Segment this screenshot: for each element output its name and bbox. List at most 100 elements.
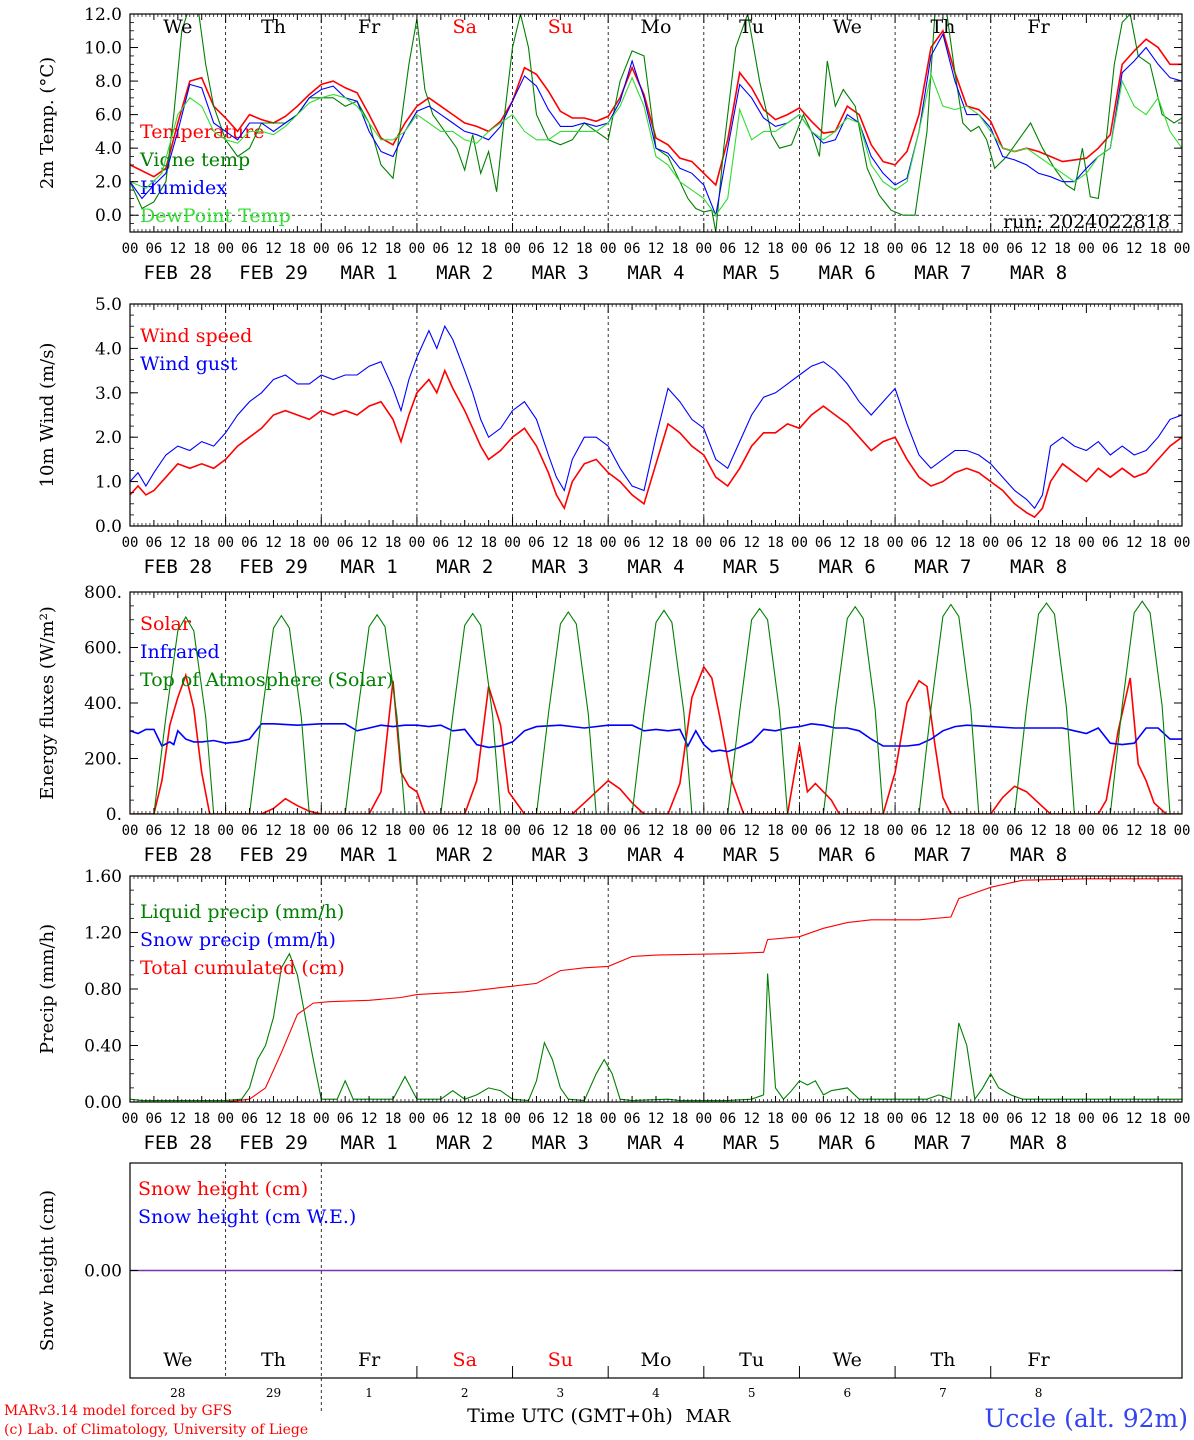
x-hour-label: 00 <box>887 823 904 839</box>
x-date-label: FEB 28 <box>143 262 212 284</box>
x-date-label: FEB 29 <box>239 556 308 578</box>
x-hour-label: 18 <box>958 241 975 257</box>
x-hour-label: 00 <box>791 241 808 257</box>
y-tick-label: 0.00 <box>84 1262 122 1282</box>
x-hour-label: 12 <box>1030 241 1047 257</box>
credit-lab: (c) Lab. of Climatology, University of L… <box>4 1422 308 1438</box>
x-hour-label: 18 <box>480 535 497 551</box>
x-hour-label: 06 <box>432 823 449 839</box>
x-date-label: MAR 6 <box>819 844 876 866</box>
x-hour-label: 06 <box>911 1111 928 1127</box>
x-hour-label: 06 <box>337 535 354 551</box>
x-hour-label: 18 <box>1054 823 1071 839</box>
weekday-label-top: Sa <box>453 16 477 38</box>
weekday-label-bottom: Tu <box>739 1349 764 1371</box>
x-date-label: MAR 1 <box>340 1132 397 1154</box>
x-hour-label: 18 <box>863 823 880 839</box>
x-hour-label: 18 <box>193 535 210 551</box>
x-hour-label: 00 <box>1174 823 1191 839</box>
day-number: 6 <box>843 1386 851 1400</box>
x-hour-label: 00 <box>600 823 617 839</box>
x-hour-label: 18 <box>385 241 402 257</box>
legend-top-of-atmosphere-solar-: Top of Atmosphere (Solar) <box>140 669 393 691</box>
weekday-label-bottom: Th <box>930 1349 955 1371</box>
x-hour-label: 18 <box>863 1111 880 1127</box>
x-hour-label: 12 <box>934 823 951 839</box>
x-hour-label: 18 <box>671 823 688 839</box>
x-hour-label: 00 <box>122 535 139 551</box>
x-hour-label: 12 <box>648 1111 665 1127</box>
y-tick-label: 1.0 <box>95 473 122 493</box>
x-hour-label: 00 <box>1078 535 1095 551</box>
x-hour-label: 00 <box>1078 823 1095 839</box>
x-hour-label: 12 <box>934 1111 951 1127</box>
x-hour-label: 06 <box>1006 241 1023 257</box>
day-number: 28 <box>170 1386 185 1400</box>
month-label: MAR <box>686 1406 731 1427</box>
day-number: 7 <box>939 1386 947 1400</box>
x-hour-label: 06 <box>528 823 545 839</box>
x-hour-label: 12 <box>1126 823 1143 839</box>
station-label: Uccle (alt. 92m) <box>984 1404 1188 1433</box>
x-hour-label: 00 <box>217 1111 234 1127</box>
legend-snow-height-cm-: Snow height (cm) <box>138 1178 308 1200</box>
plot-frame <box>129 303 1183 527</box>
y-tick-label: 0. <box>106 805 122 825</box>
x-date-label: MAR 7 <box>914 262 971 284</box>
x-hour-label: 06 <box>1102 535 1119 551</box>
series-line-humidex <box>130 32 1182 218</box>
x-hour-label: 06 <box>432 535 449 551</box>
y-axis-label: 10m Wind (m/s) <box>37 343 58 488</box>
x-hour-label: 18 <box>480 1111 497 1127</box>
x-hour-label: 00 <box>313 241 330 257</box>
weekday-label-top: We <box>833 16 862 38</box>
y-tick-label: 0.40 <box>84 1037 122 1057</box>
legend-wind-gust: Wind gust <box>140 353 238 375</box>
x-hour-label: 00 <box>217 535 234 551</box>
x-date-label: MAR 3 <box>532 262 589 284</box>
x-date-label: FEB 29 <box>239 844 308 866</box>
x-hour-label: 18 <box>958 1111 975 1127</box>
x-hour-label: 18 <box>385 535 402 551</box>
x-date-label: MAR 8 <box>1010 556 1067 578</box>
x-hour-label: 18 <box>289 823 306 839</box>
x-hour-label: 18 <box>671 1111 688 1127</box>
y-tick-label: 0.00 <box>84 1093 122 1113</box>
x-hour-label: 00 <box>408 535 425 551</box>
y-tick-label: 2.0 <box>95 428 122 448</box>
x-hour-label: 06 <box>624 823 641 839</box>
x-date-label: MAR 8 <box>1010 262 1067 284</box>
x-hour-label: 06 <box>145 1111 162 1127</box>
y-tick-label: 4.0 <box>95 139 122 159</box>
x-date-label: MAR 4 <box>627 844 684 866</box>
x-date-label: MAR 5 <box>723 844 780 866</box>
x-hour-label: 06 <box>145 823 162 839</box>
x-date-label: MAR 5 <box>723 1132 780 1154</box>
weekday-label-top: Tu <box>739 16 764 38</box>
panel-4: Liquid precip (mm/h) Snow precip (mm/h) To… <box>37 867 1190 1154</box>
series-line-infrared <box>130 722 1182 753</box>
x-hour-label: 00 <box>1174 1111 1191 1127</box>
x-hour-label: 00 <box>695 241 712 257</box>
x-date-label: FEB 29 <box>239 262 308 284</box>
x-hour-label: 18 <box>1054 241 1071 257</box>
y-tick-label: 1.60 <box>84 867 122 887</box>
x-hour-label: 18 <box>193 823 210 839</box>
x-hour-label: 18 <box>289 241 306 257</box>
legend-dewpoint-temp: DewPoint Temp <box>140 205 291 227</box>
legend-solar: Solar <box>140 613 192 635</box>
x-hour-label: 12 <box>456 535 473 551</box>
series-line-wind-gust <box>130 324 1182 510</box>
day-number: 8 <box>1035 1386 1043 1400</box>
weekday-label-bottom: Fr <box>358 1349 381 1371</box>
x-hour-label: 00 <box>504 1111 521 1127</box>
credit-model: MARv3.14 model forced by GFS <box>4 1403 232 1419</box>
x-date-label: MAR 7 <box>914 844 971 866</box>
x-hour-label: 12 <box>743 1111 760 1127</box>
x-date-label: MAR 7 <box>914 1132 971 1154</box>
legend-snow-height-cm-w-e-: Snow height (cm W.E.) <box>138 1206 356 1228</box>
series-line-dewpoint-temp <box>130 72 1182 217</box>
x-hour-label: 18 <box>289 535 306 551</box>
day-number: 4 <box>652 1386 660 1400</box>
x-hour-label: 12 <box>743 535 760 551</box>
